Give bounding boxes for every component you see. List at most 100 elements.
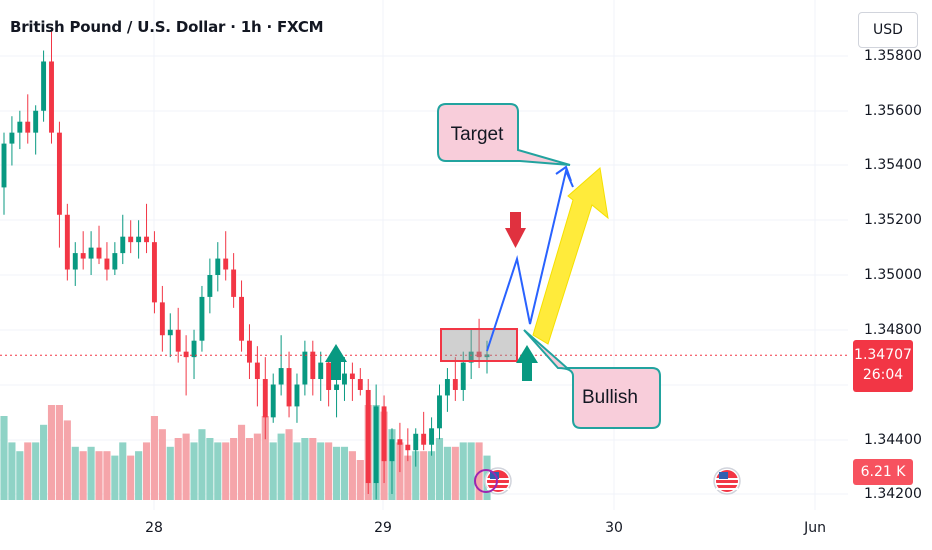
volume-bar (340, 446, 349, 500)
volume-bar (87, 446, 95, 500)
volume-tag: 6.21 K (853, 459, 913, 485)
candle-body (397, 439, 403, 445)
candle-body (239, 296, 244, 341)
candle-body (357, 379, 363, 390)
volume-bar (348, 451, 356, 500)
candle-body (120, 236, 126, 254)
volume-bar (206, 438, 214, 500)
candle-body (64, 214, 70, 270)
volume-bar (47, 405, 56, 500)
volume-bar (356, 460, 364, 500)
candle-body (294, 384, 300, 407)
candle-body (405, 444, 411, 451)
candle-body (302, 351, 308, 385)
candle-body (254, 362, 260, 380)
volume-bar (190, 442, 198, 500)
y-tick: 1.35400 (864, 157, 922, 173)
candle-body (41, 61, 47, 111)
volume-bar (158, 429, 166, 500)
y-tick: 1.35000 (864, 267, 922, 283)
volume-bar (79, 451, 87, 500)
candle-body (349, 373, 355, 380)
volume-bar (119, 442, 127, 500)
candle-body (286, 368, 292, 407)
volume-bar (71, 446, 79, 500)
x-tick: 30 (605, 520, 623, 536)
volume-bar (285, 429, 293, 500)
volume-bar (32, 442, 40, 500)
volume-bar (111, 455, 119, 500)
up-arrow-marker-icon (325, 344, 347, 380)
volume-bar (182, 433, 190, 500)
volume-bar (412, 451, 420, 500)
bullish-callout: Bullish (523, 329, 661, 429)
candle-body (223, 258, 229, 270)
volume-bar (142, 442, 151, 500)
candle-body (476, 351, 482, 358)
volume-bar (428, 451, 436, 500)
candle-body (1, 143, 7, 188)
last-price-tag: 1.34707 26:04 (853, 340, 913, 392)
volume-bar (261, 416, 269, 500)
candle-body (96, 247, 102, 259)
candle-body (437, 395, 442, 429)
volume-bar (301, 438, 309, 500)
volume-bar (135, 451, 143, 500)
candle-body (183, 351, 189, 358)
volume-bar (269, 442, 277, 500)
volume-bar (293, 442, 301, 500)
volume-bar (420, 451, 428, 500)
candle-body (365, 389, 371, 484)
projection-arrowhead (555, 165, 572, 182)
volume-bar (317, 442, 325, 500)
candle-body (429, 428, 435, 445)
candle-body (342, 373, 347, 385)
volume-bar (467, 442, 475, 500)
candle-body (80, 253, 86, 259)
volume-bar (127, 455, 135, 500)
candle-body (72, 253, 78, 270)
volume-bar (40, 424, 48, 500)
volume-bar (222, 442, 230, 500)
volume-bar (253, 433, 261, 500)
currency-button[interactable]: USD (858, 12, 918, 48)
volume-bar (325, 442, 333, 500)
chart-title: British Pound / U.S. Dollar · 1h · FXCM (10, 18, 324, 36)
y-tick: 1.34400 (864, 432, 922, 448)
candle-body (318, 362, 324, 380)
candle-body (310, 351, 316, 380)
candle-body (175, 329, 181, 352)
volume-bar (174, 438, 182, 500)
event-marker-icon (474, 469, 498, 493)
volume-bars (0, 405, 491, 500)
volume-bar (63, 420, 71, 500)
volume-bar (8, 442, 16, 500)
candles (1, 28, 490, 500)
us-flag-event-icon (713, 467, 741, 495)
volume-bar (150, 416, 159, 500)
volume-bar (451, 446, 459, 500)
volume-bar (435, 438, 444, 500)
volume-bar (277, 433, 285, 500)
candle-body (381, 406, 387, 462)
volume-bar (309, 438, 317, 500)
volume-bar (16, 451, 24, 500)
volume-bar (0, 416, 8, 500)
up-arrow-marker-icon (516, 345, 538, 381)
volume-bar (95, 451, 103, 500)
candle-body (144, 236, 149, 243)
candle-body (468, 351, 474, 363)
y-tick: 1.35200 (864, 212, 922, 228)
candle-body (49, 61, 54, 133)
x-tick: 28 (145, 520, 163, 536)
target-callout: Target (437, 103, 571, 166)
volume-bar (404, 455, 412, 500)
volume-bar (103, 451, 111, 500)
candle-body (215, 258, 221, 275)
candle-body (247, 340, 252, 363)
candle-body (104, 258, 110, 270)
volume-bar (55, 405, 63, 500)
volume-bar (443, 446, 451, 500)
price-chart[interactable]: Target Bullish (0, 0, 848, 510)
volume-bar (214, 442, 222, 500)
